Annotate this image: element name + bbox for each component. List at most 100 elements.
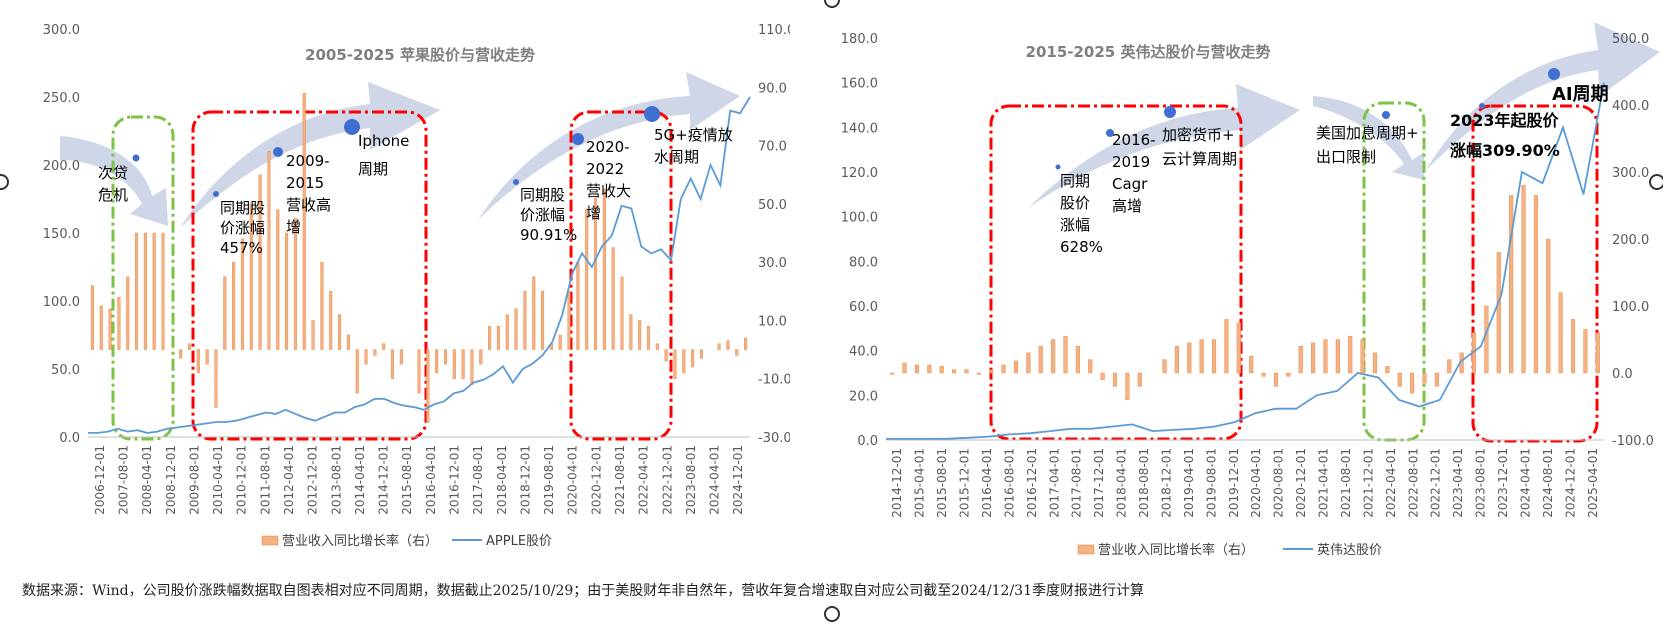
x-axis-tick: 2024-12-01 — [1563, 448, 1577, 518]
revenue-growth-bar — [1558, 292, 1563, 374]
revenue-growth-bar — [311, 320, 315, 350]
x-axis-tick: 2021-12-01 — [1361, 448, 1375, 518]
revenue-growth-bar — [1509, 195, 1514, 374]
annotation-text-line: 同期 — [1060, 172, 1090, 190]
x-axis-tick: 2020-04-01 — [566, 445, 580, 515]
annotation-text: 加密货币+ 云计算周期 — [1162, 126, 1237, 168]
revenue-growth-bar — [1533, 195, 1538, 374]
resize-handle-right[interactable] — [1649, 174, 1663, 190]
revenue-growth-bar — [541, 291, 545, 350]
x-axis-tick: 2015-04-01 — [913, 448, 927, 518]
revenue-growth-bar — [1038, 346, 1043, 374]
annotation-text-line: 2015 — [286, 174, 324, 192]
red-highlight-box — [1471, 104, 1599, 443]
revenue-growth-bar — [939, 366, 944, 374]
x-axis-tick: 2023-08-01 — [684, 445, 698, 515]
arrow-dot — [1479, 103, 1485, 109]
revenue-growth-bar — [902, 362, 907, 374]
left-axis-tick: 180.0 — [841, 32, 878, 47]
annotation-text-line: 2022 — [586, 160, 624, 178]
revenue-growth-bar — [1224, 319, 1229, 374]
annotation-text-line: 增 — [286, 218, 301, 236]
revenue-growth-bar — [302, 92, 306, 350]
revenue-growth-bar — [1484, 305, 1489, 374]
revenue-growth-bar — [964, 369, 969, 374]
annotation-text-line: 股价 — [1060, 194, 1090, 212]
revenue-growth-bar — [1236, 322, 1241, 374]
right-axis-tick: 100.0 — [1612, 300, 1649, 315]
nvidia-chart-panel: 2015-2025 英伟达股价与营收走势 180.0 160.0 140.0 120.0… — [808, 0, 1663, 570]
arrow-dot — [344, 119, 360, 135]
right-axis-tick: 10.0 — [758, 314, 787, 329]
x-axis-tick: 2018-12-01 — [1159, 448, 1173, 518]
revenue-growth-bar — [470, 349, 474, 385]
annotation-text-line: 457% — [220, 239, 263, 257]
x-axis-tick: 2010-04-01 — [211, 445, 225, 515]
legend-bar-swatch — [1077, 544, 1095, 555]
arrow-shape — [478, 72, 740, 220]
revenue-growth-bar — [1570, 319, 1576, 374]
annotation-text: 2023年起股价涨幅309.90% — [1450, 111, 1560, 160]
revenue-growth-bar — [567, 291, 571, 350]
arrow-dot — [1164, 106, 1176, 118]
revenue-growth-bar — [927, 364, 932, 374]
annotation-text: 次贷危机 — [98, 164, 128, 204]
x-axis-tick: 2025-04-01 — [1586, 448, 1600, 518]
revenue-growth-bar — [496, 326, 500, 350]
revenue-growth-bar — [461, 349, 465, 379]
revenue-growth-bar — [267, 151, 271, 350]
revenue-growth-bar — [585, 209, 589, 350]
left-axis-tick: 0.0 — [59, 431, 80, 446]
x-axis-tick: 2012-04-01 — [282, 445, 296, 515]
revenue-growth-bar — [390, 349, 395, 379]
green-highlight-box — [111, 115, 175, 441]
revenue-growth-bar — [90, 285, 94, 350]
chart-title: 2005-2025 苹果股价与营收走势 — [305, 46, 535, 64]
right-axis-tick: 70.0 — [758, 140, 787, 155]
right-axis-tick: 0.0 — [1612, 367, 1633, 382]
x-axis-tick: 2018-08-01 — [1137, 448, 1151, 518]
revenue-growth-bar — [1422, 372, 1427, 384]
arrow-shape — [180, 82, 440, 228]
x-axis-tick: 2019-08-01 — [1204, 448, 1218, 518]
revenue-growth-bar — [620, 276, 624, 350]
resize-handle-left[interactable] — [0, 174, 9, 190]
x-axis-tick: 2006-12-01 — [93, 445, 107, 515]
x-axis-tick: 2016-12-01 — [1025, 448, 1039, 518]
annotation-text-line: 2016- — [1112, 131, 1156, 149]
revenue-growth-bar — [1360, 339, 1365, 374]
revenue-growth-bar — [249, 203, 253, 350]
revenue-growth-bar — [1447, 359, 1452, 374]
revenue-growth-bar — [205, 349, 209, 365]
stock-price-line — [88, 96, 751, 434]
arrow-dot — [1382, 111, 1390, 119]
arrow-shape — [60, 136, 168, 226]
annotation-text-line: Iphone — [358, 132, 409, 150]
x-axis-tick: 2020-04-01 — [1249, 448, 1263, 518]
revenue-growth-bar — [1063, 335, 1068, 374]
x-axis-tick: 2023-12-01 — [1496, 448, 1510, 518]
revenue-growth-bar — [1187, 342, 1192, 374]
right-axis-tick: 400.0 — [1612, 99, 1649, 114]
annotation-text-line: 价涨幅 — [520, 206, 565, 224]
x-axis-tick: 2018-04-01 — [1115, 448, 1129, 518]
revenue-growth-bar — [1026, 352, 1031, 374]
left-axis-tick: 40.0 — [849, 345, 878, 360]
red-highlight-box — [191, 110, 428, 441]
revenue-growth-bar — [1001, 364, 1006, 374]
revenue-growth-bar — [1348, 335, 1353, 374]
x-axis-tick: 2020-12-01 — [1294, 448, 1308, 518]
revenue-growth-bar — [1162, 359, 1167, 374]
annotation-text: 2020- 2022 营收大增 — [586, 138, 631, 222]
revenue-growth-bar — [285, 232, 289, 350]
annotation-text-line: 5G+疫情放 — [654, 126, 733, 144]
revenue-growth-bar — [532, 276, 536, 350]
right-axis-tick: 110.0 — [758, 23, 790, 38]
x-axis-tick: 2018-12-01 — [518, 445, 532, 515]
resize-handle-bottom[interactable] — [824, 606, 840, 622]
x-axis-tick: 2019-04-01 — [1182, 448, 1196, 518]
revenue-growth-bar — [143, 232, 147, 350]
source-note: 数据来源：Wind，公司股价涨跌幅数据取自图表相对应不同周期，数据截止2025/… — [22, 583, 1144, 599]
arrow-shape — [1028, 84, 1300, 208]
x-axis-tick: 2014-12-01 — [377, 445, 391, 515]
